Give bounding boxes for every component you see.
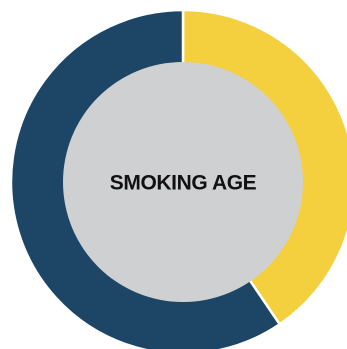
donut-hole [63, 62, 303, 302]
center-label: SMOKING AGE [110, 172, 257, 195]
